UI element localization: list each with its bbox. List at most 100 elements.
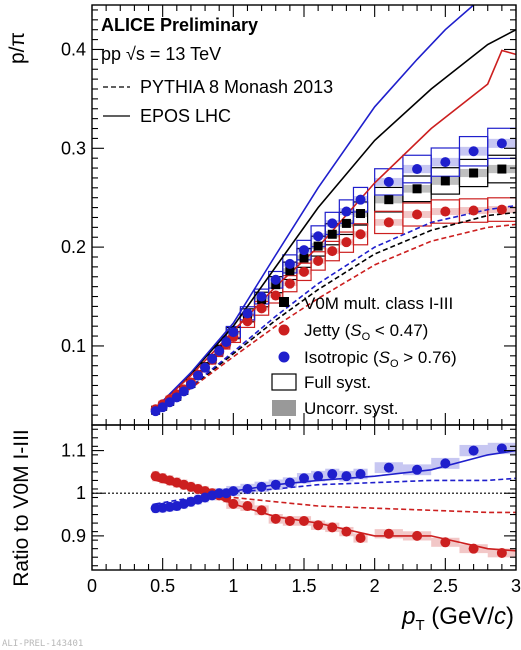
legend-jetty-label-tail: < 0.47) [370,321,428,340]
pythia-8-monash-2013-jetty-curve [155,223,516,413]
top-y-tick-label: 0.4 [61,39,86,59]
legend-uncorr-syst-box [272,400,296,416]
isotropic-s-o-0-76-point [270,274,281,285]
isotropic-v0m-point [256,481,267,492]
x-tick-label: 2 [370,576,380,596]
isotropic-s-o-0-76-point [228,327,239,338]
x-tick-label: 2.5 [433,576,458,596]
isotropic-s-o-0-76-point [207,353,218,364]
legend-isotropic-label-sub: O [390,358,399,370]
isotropic-v0m-point [496,443,507,454]
top-y-tick-label: 0.3 [61,138,86,158]
jetty-s-o-0-47-point [355,229,366,240]
top-y-tick-label: 0.2 [61,237,86,257]
jetty-v0m-point [242,501,253,512]
jetty-s-o-0-47-point [383,217,394,228]
isotropic-s-o-0-76-point [157,402,168,413]
v0m-mult-class-i-iii-point [469,168,479,178]
jetty-s-o-0-47-point [256,303,267,314]
x-axis-label: pT (GeV/c) [401,603,514,634]
isotropic-s-o-0-76-point [440,157,451,168]
v0m-mult-class-i-iii-point [341,218,351,228]
jetty-s-o-0-47-point [242,316,253,327]
pythia-8-monash-2013-isotropic-curve [155,204,516,415]
bottom-y-axis-label: Ratio to V0M I-III [10,429,33,587]
jetty-v0m-point [383,528,394,539]
jetty-s-o-0-47-point [440,206,451,217]
jetty-s-o-0-47-point [284,278,295,289]
jetty-v0m-point [341,526,352,537]
isotropic-v0m-point [440,458,451,469]
legend-v0m-marker [279,297,289,307]
isotropic-v0m-point [468,445,479,456]
jetty-s-o-0-47-point [496,204,507,215]
top-y-axis-label: p/π [6,32,29,64]
legend-v0m-label: V0M mult. class I-III [304,294,453,313]
jetty-v0m-point [327,522,338,533]
x-axis-label-unit-var: c [494,603,506,630]
bottom-axis-ticks: 0.9 1 1.1 0 0.5 1 1.5 2 2.5 3 [61,425,521,596]
isotropic-s-o-0-76-point [327,218,338,229]
v0m-mult-class-i-iii-full-syst-box [487,154,516,184]
x-axis-label-unit-close: ) [506,603,514,630]
top-axis-ticks: 0.1 0.2 0.3 0.4 [61,5,517,425]
legend-jetty-label: Jetty (SO < 0.47) [304,321,428,343]
v0m-mult-class-i-iii-point [412,184,422,194]
legend-jetty-label-pre: Jetty ( [304,321,351,340]
legend-isotropic-label-tail: > 0.76) [399,348,457,367]
x-axis-label-sub: T [415,617,424,634]
x-axis-label-unit-open: (GeV/ [425,603,495,630]
jetty-v0m-point [299,515,309,526]
isotropic-s-o-0-76-full-syst-box [487,127,516,160]
isotropic-v0m-point [228,486,239,497]
isotropic-s-o-0-76-point [193,370,203,381]
isotropic-v0m-point [327,469,338,480]
bottom-data-markers [150,443,507,558]
jetty-s-o-0-47-point [468,205,479,216]
jetty-s-o-0-47-point [341,237,352,248]
legend-full-syst-box [271,373,297,391]
top-y-tick-label: 0.1 [61,336,86,356]
x-tick-label: 1 [228,576,238,596]
isotropic-s-o-0-76-point [171,392,182,403]
legend-isotropic-label-var: S [379,348,391,367]
legend-full-syst-label: Full syst. [304,373,371,392]
isotropic-s-o-0-76-point [178,386,189,397]
jetty-v0m-point [270,513,281,524]
x-axis-label-var: p [401,603,415,630]
isotropic-s-o-0-76-point [383,176,394,187]
jetty-s-o-0-47-full-syst-box [352,223,369,246]
legend-isotropic-label: Isotropic (SO > 0.76) [304,348,457,370]
bottom-y-tick-label: 1 [76,483,86,503]
epos-lhc-isotropic-curve [155,5,475,409]
isotropic-s-o-0-76-point [313,231,324,242]
jetty-s-o-0-47-point [313,255,324,266]
legend-isotropic-label-pre: Isotropic ( [304,348,379,367]
legend-uncorr-syst-label: Uncorr. syst. [304,399,398,418]
isotropic-v0m-point [214,488,225,499]
jetty-v0m-point [440,537,451,548]
bottom-y-tick-label: 0.9 [61,526,86,546]
isotropic-s-o-0-76-point [412,164,423,175]
v0m-mult-class-i-iii-point [327,229,337,239]
jetty-s-o-0-47-point [412,209,423,220]
isotropic-s-o-0-76-point [214,345,225,356]
jetty-v0m-point [313,520,324,531]
jetty-v0m-point [284,515,295,526]
isotropic-s-o-0-76-point [242,308,253,319]
jetty-s-o-0-47-point [270,290,281,301]
v0m-mult-class-i-iii-point [299,253,309,263]
x-tick-label: 3 [511,576,521,596]
chart-header: ALICE Preliminary [101,15,258,35]
isotropic-v0m-point [284,477,295,488]
isotropic-s-o-0-76-point [299,245,309,256]
isotropic-s-o-0-76-point [341,206,352,217]
energy-label: pp √s = 13 TeV [101,44,221,64]
isotropic-v0m-point [383,462,394,473]
jetty-v0m-point [468,543,479,554]
legend-jetty-label-sub: O [362,331,371,343]
isotropic-s-o-0-76-point [200,362,211,373]
v0m-mult-class-i-iii-point [440,176,450,186]
v0m-mult-class-i-iii-point [384,195,394,205]
isotropic-v0m-point [150,503,161,514]
